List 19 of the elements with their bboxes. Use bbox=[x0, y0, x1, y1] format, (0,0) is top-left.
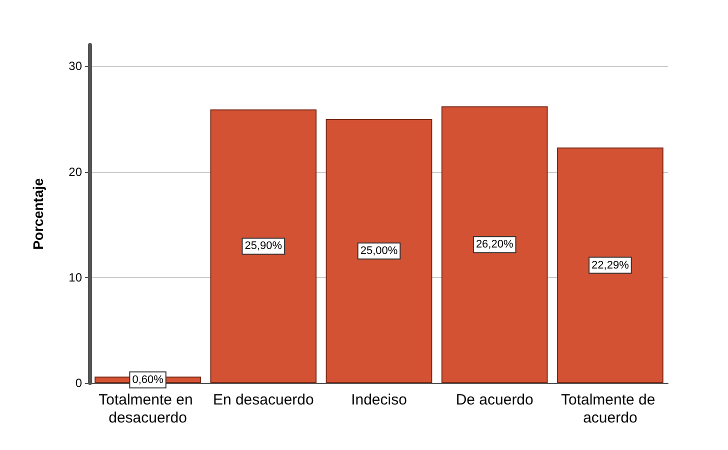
y-axis-title: Porcentaje bbox=[30, 178, 46, 250]
data-label: 25,00% bbox=[360, 244, 398, 257]
y-tick-label: 20 bbox=[68, 164, 82, 179]
bar bbox=[326, 118, 432, 383]
y-tick-label: 10 bbox=[68, 270, 82, 284]
data-label: 0,60% bbox=[132, 374, 164, 386]
data-label: 26,20% bbox=[476, 238, 514, 251]
x-tick-label: De acuerdo bbox=[456, 392, 534, 408]
bar bbox=[557, 148, 664, 383]
x-tick-label: Indeciso bbox=[351, 392, 407, 408]
y-tick-label: 30 bbox=[68, 59, 82, 74]
bar bbox=[210, 109, 317, 383]
y-tick-label: 0 bbox=[75, 376, 82, 390]
x-tick-label: Totalmente de acuerdo bbox=[560, 392, 660, 426]
data-label: 25,90% bbox=[244, 240, 282, 252]
bar bbox=[441, 106, 548, 383]
x-tick-label: En desacuerdo bbox=[212, 392, 314, 408]
x-tick-label: Totalmente en desacuerdo bbox=[98, 392, 198, 426]
data-label: 22,29% bbox=[592, 259, 630, 272]
